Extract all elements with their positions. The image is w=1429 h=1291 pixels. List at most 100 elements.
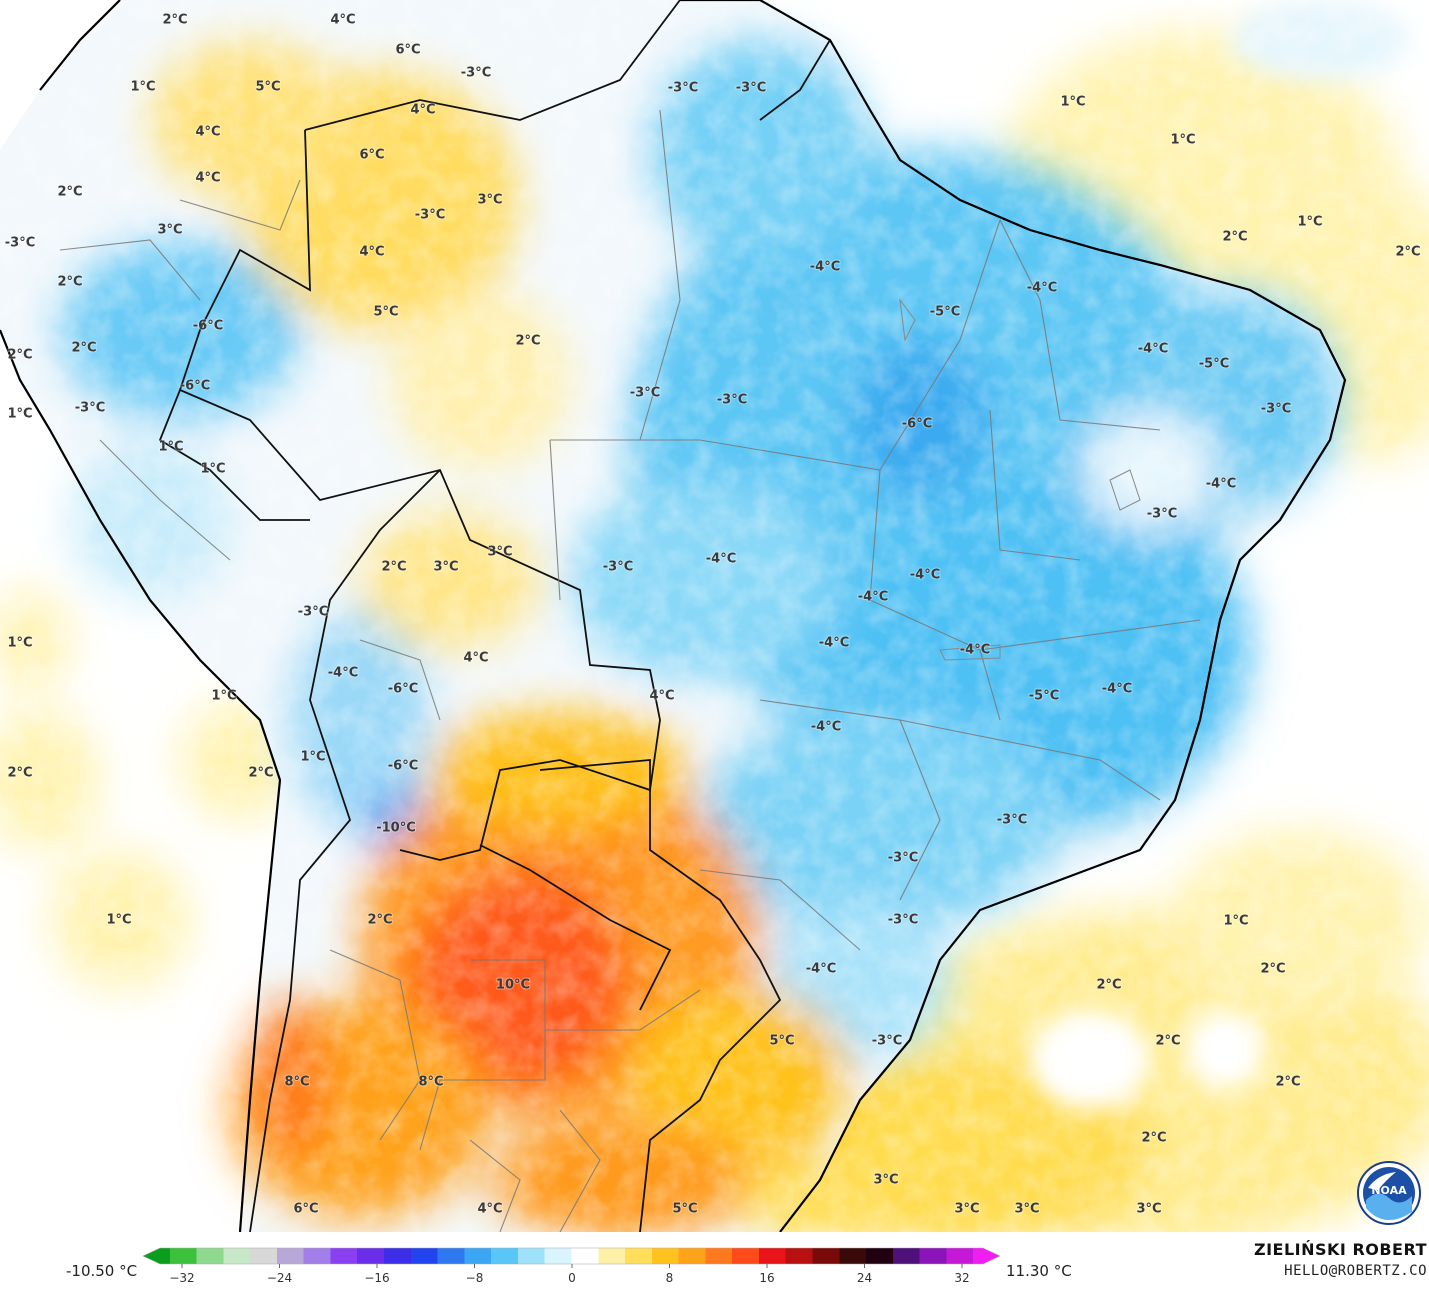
temperature-label: 4°C (477, 1202, 502, 1217)
temperature-label: 2°C (162, 13, 187, 28)
temperature-label: -6°C (180, 379, 210, 394)
temperature-label: -3°C (997, 813, 1027, 828)
temperature-label: 1°C (158, 440, 183, 455)
temperature-label: -5°C (1029, 689, 1059, 704)
temperature-label: -6°C (902, 417, 932, 432)
temperature-label: 6°C (293, 1202, 318, 1217)
legend-min-value: -10.50 °C (66, 1262, 138, 1280)
temperature-label: -6°C (193, 319, 223, 334)
state-borders (59, 109, 1201, 1232)
temperature-label: 3°C (1136, 1202, 1161, 1217)
colorbar-tick-label: 32 (954, 1271, 969, 1285)
temperature-label: 10°C (496, 978, 530, 993)
temperature-label: -5°C (930, 305, 960, 320)
noaa-logo-text: NOAA (1371, 1184, 1407, 1197)
contact-email: HELLO@ROBERTZ.CO (1284, 1263, 1427, 1279)
colorbar-tick-label: 16 (759, 1271, 774, 1285)
temperature-label: 5°C (672, 1202, 697, 1217)
temperature-label: 1°C (300, 750, 325, 765)
temperature-label: -3°C (888, 851, 918, 866)
temperature-label: -4°C (1206, 477, 1236, 492)
colorbar-tick-label: −24 (267, 1271, 292, 1285)
temperature-label: -4°C (1138, 342, 1168, 357)
temperature-label: -3°C (75, 401, 105, 416)
temperature-label: 4°C (195, 171, 220, 186)
legend: −32 −24 −16 −8 0 8 16 24 32 (0, 1232, 1429, 1287)
temperature-label: 2°C (1141, 1131, 1166, 1146)
temperature-label: 2°C (1222, 230, 1247, 245)
temperature-label: -5°C (1199, 357, 1229, 372)
colorbar-ticks: −32 −24 −16 −8 0 8 16 24 32 (169, 1264, 970, 1285)
temperature-label: 2°C (71, 341, 96, 356)
temperature-label: 3°C (487, 545, 512, 560)
temperature-label: -4°C (806, 962, 836, 977)
temperature-label: 1°C (7, 407, 32, 422)
temperature-label: 3°C (1014, 1202, 1039, 1217)
temperature-label: -4°C (810, 260, 840, 275)
temperature-label: -4°C (1102, 682, 1132, 697)
temperature-label: -4°C (858, 590, 888, 605)
temperature-label: 5°C (255, 80, 280, 95)
temperature-label: 1°C (211, 689, 236, 704)
noaa-logo: NOAA (1357, 1161, 1421, 1225)
temperature-label: -3°C (872, 1034, 902, 1049)
temperature-label: 1°C (1297, 215, 1322, 230)
author-credit: ZIELIŃSKI ROBERT (1253, 1240, 1427, 1259)
temperature-label: 5°C (373, 305, 398, 320)
temperature-label: -10°C (376, 821, 416, 836)
temperature-label: 2°C (367, 913, 392, 928)
temperature-label: 4°C (330, 13, 355, 28)
temperature-label: 2°C (57, 185, 82, 200)
temperature-label: -4°C (819, 636, 849, 651)
temperature-label: -3°C (630, 386, 660, 401)
colorbar-tick-label: 0 (568, 1271, 576, 1285)
temperature-label: 4°C (195, 125, 220, 140)
temperature-label: 8°C (284, 1075, 309, 1090)
temperature-label: 2°C (248, 766, 273, 781)
texture-overlay (0, 0, 1429, 1232)
temperature-label: 3°C (873, 1173, 898, 1188)
temperature-label: 2°C (1155, 1034, 1180, 1049)
temperature-label: 3°C (157, 223, 182, 238)
colorbar-tick-label: 8 (666, 1271, 674, 1285)
colorbar-tick-label: −32 (169, 1271, 194, 1285)
temperature-label: -3°C (415, 208, 445, 223)
temperature-label: 3°C (433, 560, 458, 575)
temperature-label: 1°C (1170, 133, 1195, 148)
temperature-label: 2°C (515, 334, 540, 349)
temperature-label: 3°C (954, 1202, 979, 1217)
temperature-label: -4°C (910, 568, 940, 583)
temperature-label: 2°C (381, 560, 406, 575)
temperature-label: -3°C (717, 393, 747, 408)
coastline (0, 0, 1347, 1232)
temperature-label: 2°C (1096, 978, 1121, 993)
temperature-label: -3°C (736, 81, 766, 96)
temperature-label: 1°C (1223, 914, 1248, 929)
colorbar (142, 1247, 1001, 1265)
temperature-label: 2°C (1395, 245, 1420, 260)
temperature-label: -4°C (1027, 281, 1057, 296)
temperature-label: 1°C (130, 80, 155, 95)
temperature-label: -3°C (603, 560, 633, 575)
temperature-label: 4°C (410, 103, 435, 118)
temperature-label: 6°C (359, 148, 384, 163)
temperature-label: -3°C (1261, 402, 1291, 417)
temperature-label: -6°C (388, 759, 418, 774)
temperature-label: -4°C (811, 720, 841, 735)
temperature-label: 3°C (477, 193, 502, 208)
temperature-label: 4°C (649, 689, 674, 704)
temperature-label: -4°C (706, 552, 736, 567)
temperature-label: -3°C (888, 913, 918, 928)
temperature-label: -3°C (5, 236, 35, 251)
temperature-label: 2°C (1275, 1075, 1300, 1090)
colorbar-tick-label: −16 (364, 1271, 389, 1285)
temperature-label: 2°C (1260, 962, 1285, 977)
lakes (899, 298, 1141, 661)
temperature-label: 1°C (7, 636, 32, 651)
temperature-label: -6°C (388, 682, 418, 697)
legend-max-value: 11.30 °C (1006, 1262, 1072, 1280)
temperature-label: 1°C (200, 462, 225, 477)
temperature-label: 2°C (7, 766, 32, 781)
temperature-label: -3°C (298, 605, 328, 620)
colorbar-tick-label: 24 (857, 1271, 872, 1285)
